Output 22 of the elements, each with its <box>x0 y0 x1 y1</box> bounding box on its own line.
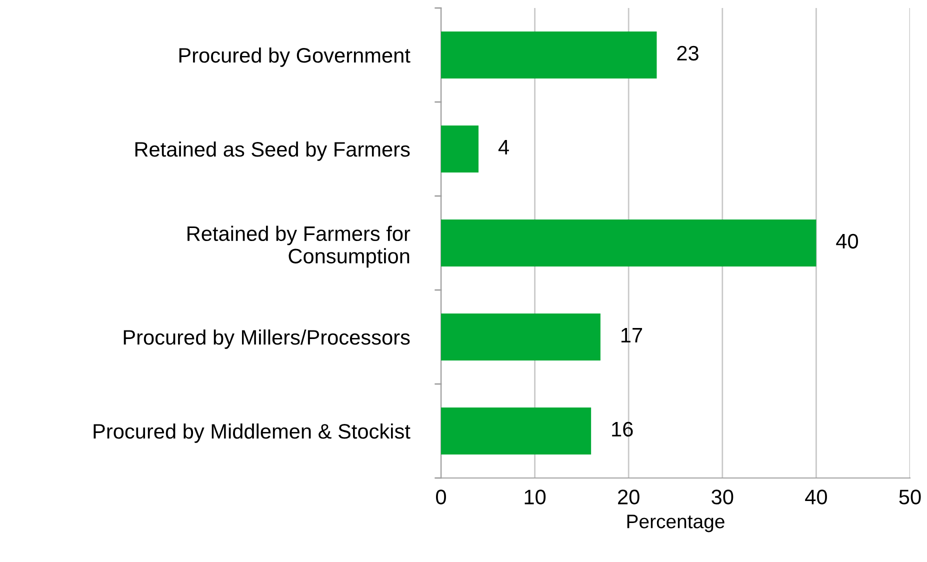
data-label: 4 <box>498 140 509 154</box>
x-tick-label: 20 <box>618 490 640 504</box>
x-tick-label: 50 <box>899 490 921 504</box>
x-tick-label: 30 <box>712 490 734 504</box>
x-tick-label: 0 <box>436 490 446 504</box>
x-axis-title: Percentage <box>627 514 724 532</box>
x-tick-label: 10 <box>524 490 546 504</box>
bar <box>441 220 816 266</box>
data-label: 23 <box>677 46 698 61</box>
data-label: 16 <box>612 422 633 437</box>
data-label: 17 <box>621 328 642 342</box>
bar <box>441 32 657 78</box>
y-tick-label: Procured by Government <box>179 47 410 67</box>
bar <box>441 126 479 172</box>
x-tick-label: 40 <box>805 490 827 504</box>
data-label: 40 <box>836 234 858 249</box>
y-tick-label: Retained by Farmers for Consumption <box>188 226 410 268</box>
bar <box>441 408 592 454</box>
y-tick-label: Procured by Millers/Processors <box>124 329 410 349</box>
y-tick-label: Retained as Seed by Farmers <box>135 141 410 161</box>
y-tick-label: Procured by Middlemen & Stockist <box>94 423 410 443</box>
bar <box>441 314 600 360</box>
